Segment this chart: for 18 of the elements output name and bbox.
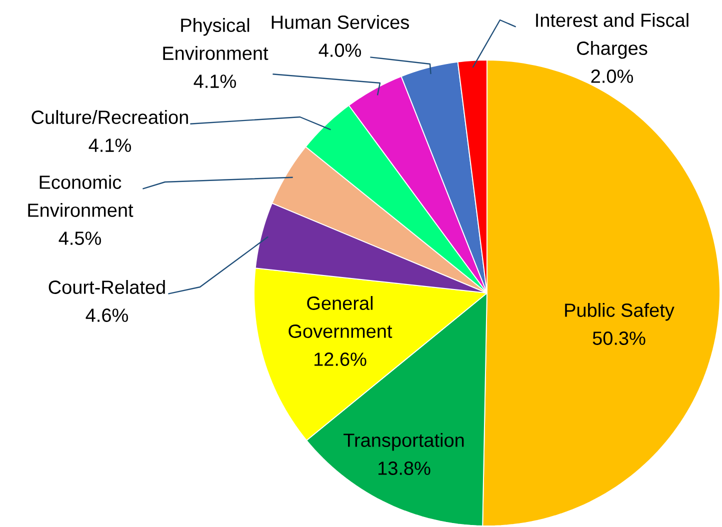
slice-label: Transportation — [344, 433, 464, 451]
slice-label: Physical Environment — [163, 18, 268, 60]
data-label: 4.6% — [86, 308, 128, 322]
data-label: 4.5% — [58, 232, 101, 245]
data-label: 4.1% — [88, 138, 131, 152]
data-label: 12.6% — [314, 352, 366, 366]
slice-label: General Government — [288, 296, 392, 338]
data-label: 2.0% — [591, 70, 633, 83]
data-label: 4.1% — [194, 74, 236, 88]
slice-label: Public Safety — [565, 303, 674, 321]
slice-label: Culture/Recreation — [32, 110, 188, 124]
data-label: 4.0% — [318, 44, 361, 57]
slice-label: Court-Related — [48, 280, 165, 294]
slice-label: Human Services — [272, 15, 409, 29]
slice-label: Economic Environment — [28, 175, 134, 217]
slice-label: Interest and Fiscal Charges — [536, 13, 688, 59]
data-label: 50.3% — [592, 332, 646, 345]
data-label: 13.8% — [378, 462, 430, 475]
